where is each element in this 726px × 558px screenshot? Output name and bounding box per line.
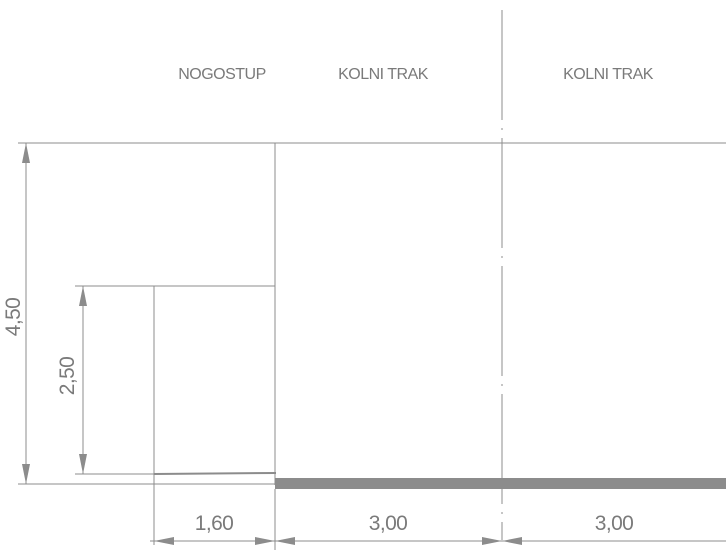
- dim-lane-2-width-label: 3,00: [595, 512, 633, 535]
- arrow-down-sidewalk-height: [79, 454, 87, 474]
- arrow-right-sidewalk-width: [255, 537, 275, 545]
- sidewalk-surface: [153, 472, 277, 475]
- dim-total-height-label: 4,50: [2, 298, 25, 336]
- road-surface: [275, 478, 726, 489]
- arrow-right-lane-1-width: [482, 537, 502, 545]
- arrow-left-sidewalk-width: [154, 537, 174, 545]
- dim-lane-1-width-label: 3,00: [369, 512, 407, 535]
- arrow-up-total-height: [22, 143, 30, 163]
- zone-label-lane-2: KOLNI TRAK: [563, 66, 654, 83]
- arrow-up-sidewalk-height: [79, 286, 87, 306]
- zone-label-lane-1: KOLNI TRAK: [338, 66, 429, 83]
- dim-sidewalk-width-label: 1,60: [195, 512, 233, 535]
- arrow-left-lane-1-width: [275, 537, 295, 545]
- zone-label-sidewalk: NOGOSTUP: [178, 66, 266, 83]
- dim-sidewalk-height-label: 2,50: [56, 357, 79, 395]
- arrow-down-total-height: [22, 464, 30, 484]
- arrow-left-lane-2-width: [502, 537, 522, 545]
